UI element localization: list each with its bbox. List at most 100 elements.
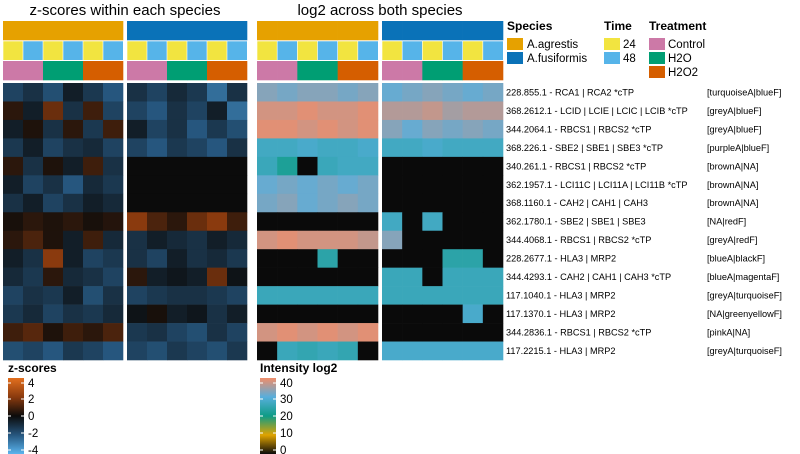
heatmap-cell [482, 193, 504, 213]
heatmap-cell [337, 323, 359, 342]
heatmap-cell [127, 175, 148, 195]
annotation-time-cell [102, 40, 124, 61]
row-label: 368.2612.1 - LCID | LCIE | LCIC | LCIB *… [506, 106, 688, 116]
heatmap-cell [43, 119, 64, 139]
heatmap-cell [317, 156, 338, 176]
heatmap-cell [167, 83, 188, 102]
row-label: 344.2836.1 - RBCS1 | RBCS2 *cTP [506, 328, 651, 338]
legend-label-agrestis: A.agrestis [527, 39, 578, 51]
annotation-time-cell [186, 40, 208, 61]
heatmap-cell [297, 286, 318, 305]
heatmap-cell [207, 138, 228, 158]
heatmap-cell [402, 304, 423, 324]
heatmap-cell [402, 138, 423, 158]
heatmap-cell [127, 230, 148, 250]
heatmap-cell [207, 341, 228, 361]
row-label: 362.1957.1 - LCI11C | LCI11A | LCI11B *c… [506, 180, 687, 190]
heatmap-cell [357, 286, 379, 305]
heatmap-cell [63, 304, 84, 324]
heatmap-cell [63, 212, 84, 232]
heatmap-cell [43, 249, 64, 268]
heatmap-cell [63, 101, 84, 121]
heatmap-cell [382, 249, 403, 268]
heatmap-cell [442, 83, 463, 102]
annotation-time-cell [297, 40, 319, 61]
heatmap-cell [83, 212, 104, 232]
heatmap-cell [317, 267, 338, 287]
heatmap-cell [187, 212, 208, 232]
heatmap-cell [43, 341, 64, 361]
heatmap-cell [277, 304, 298, 324]
heatmap-cell [3, 175, 24, 195]
heatmap-cell [317, 341, 338, 361]
heatmap-cell [147, 230, 168, 250]
heatmap-cell [23, 267, 44, 287]
row-module: [greyA|turquoiseF] [707, 346, 782, 356]
heatmap-cell [482, 119, 504, 139]
heatmap-cell [482, 156, 504, 176]
heatmap-cell [167, 249, 188, 268]
annotation-time-cell [401, 40, 423, 61]
heatmap-cell [402, 267, 423, 287]
row-label: 228.2677.1 - HLA3 | MRP2 [506, 254, 616, 264]
heatmap-cell [103, 175, 124, 195]
heatmap-cell [337, 138, 359, 158]
heatmap-cell [482, 101, 504, 121]
heatmap-cell [317, 138, 338, 158]
annotation-treatment-cell [227, 61, 248, 81]
heatmap-cell [402, 230, 423, 250]
annotation-species-cell [337, 21, 359, 41]
annotation-treatment-cell [357, 61, 379, 81]
annotation-species-cell [257, 21, 278, 41]
heatmap-cell [207, 267, 228, 287]
heatmap-cell [442, 193, 463, 213]
heatmap-cell [277, 138, 298, 158]
heatmap-cell [257, 323, 278, 342]
annotation-treatment-cell [103, 61, 124, 81]
heatmap-cell [227, 341, 248, 361]
heatmap-cell [63, 193, 84, 213]
heatmap-cell [127, 193, 148, 213]
legend-swatch-24 [604, 38, 620, 50]
heatmap-cell [207, 193, 228, 213]
heatmap-cell [482, 83, 504, 102]
heatmap-cell [357, 304, 379, 324]
heatmap-cell [43, 175, 64, 195]
legend-label-24: 24 [623, 39, 636, 51]
heatmap-cell [103, 286, 124, 305]
heatmap-cell [227, 323, 248, 342]
heatmap-cell [207, 212, 228, 232]
row-label: 368.1160.1 - CAH2 | CAH1 | CAH3 [506, 198, 648, 208]
heatmap-cell [103, 230, 124, 250]
row-module: [greyA|blueF] [707, 124, 761, 134]
heatmap-cell [43, 156, 64, 176]
heatmap-cell [422, 267, 443, 287]
heatmap-cell [83, 119, 104, 139]
intensity-tick-40: 40 [280, 378, 293, 390]
heatmap-cell [357, 212, 379, 232]
heatmap-cell [103, 138, 124, 158]
heatmap-cell [317, 230, 338, 250]
heatmap-cell [277, 230, 298, 250]
heatmap-cell [43, 304, 64, 324]
heatmap-cell [402, 119, 423, 139]
heatmap-cell [277, 323, 298, 342]
heatmap-cell [167, 175, 188, 195]
heatmap-cell [207, 323, 228, 342]
heatmap-cell [63, 138, 84, 158]
heatmap-cell [3, 119, 24, 139]
heatmap-cell [382, 323, 403, 342]
heatmap-cell [422, 193, 443, 213]
legend-label-control: Control [668, 39, 705, 51]
heatmap-cell [297, 175, 318, 195]
legend-swatch-agrestis [507, 38, 523, 50]
heatmap-cell [277, 119, 298, 139]
heatmap-cell [147, 323, 168, 342]
heatmap-cell [277, 193, 298, 213]
heatmap-cell [297, 193, 318, 213]
heatmap-cell [482, 341, 504, 361]
heatmap-cell [147, 175, 168, 195]
heatmap-cell [187, 83, 208, 102]
heatmap-cell [167, 101, 188, 121]
heatmap-cell [167, 286, 188, 305]
